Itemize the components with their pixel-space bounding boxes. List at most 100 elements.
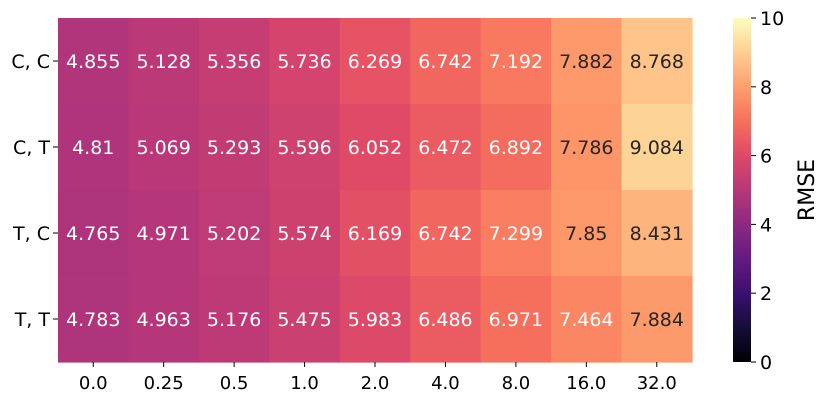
colorbar-tick-label: 10 <box>760 8 784 30</box>
heatmap-cell <box>480 276 552 363</box>
colorbar: 0 2 4 6 8 10 RMSE <box>733 8 820 374</box>
colorbar-ticks: 0 2 4 6 8 10 <box>751 8 784 374</box>
cell-value-label: 5.128 <box>136 51 190 73</box>
cell-value-label: 6.742 <box>418 223 472 245</box>
cell-value-label: 5.176 <box>207 309 261 331</box>
heatmap-cell <box>410 190 482 277</box>
heatmap-cell <box>621 276 693 363</box>
heatmap-cell <box>339 276 411 363</box>
y-tick-label: T, C <box>12 223 50 245</box>
heatmap-cell <box>551 104 623 191</box>
colorbar-tick-label: 2 <box>760 283 772 305</box>
cell-value-label: 7.882 <box>559 51 613 73</box>
cell-value-label: 9.084 <box>630 137 684 159</box>
heatmap-cell <box>198 104 270 191</box>
y-tick-label: T, T <box>14 309 51 331</box>
heatmap-cell <box>128 190 200 277</box>
cell-value-label: 5.069 <box>136 137 190 159</box>
cell-value-label: 5.983 <box>348 309 402 331</box>
cell-value-label: 4.783 <box>66 309 120 331</box>
heatmap-cell <box>198 190 270 277</box>
cell-value-label: 5.356 <box>207 51 261 73</box>
heatmap-cell <box>480 190 552 277</box>
colorbar-label: RMSE <box>795 159 820 221</box>
cell-value-label: 5.574 <box>277 223 331 245</box>
cell-value-label: 7.299 <box>489 223 543 245</box>
colorbar-tick-label: 6 <box>760 146 772 168</box>
heatmap-cell <box>198 18 270 105</box>
cell-value-label: 5.293 <box>207 137 261 159</box>
y-axis-ticks: C, C C, T T, C T, T <box>11 51 58 331</box>
heatmap-cell <box>198 276 270 363</box>
y-tick-label: C, C <box>11 51 50 73</box>
heatmap-cell <box>339 190 411 277</box>
cell-value-label: 4.81 <box>72 137 114 159</box>
x-tick-label: 0.0 <box>79 373 108 394</box>
cell-value-label: 6.169 <box>348 223 402 245</box>
heatmap-cell <box>551 276 623 363</box>
x-tick-label: 8.0 <box>502 373 531 394</box>
heatmap-cell <box>58 18 130 105</box>
heatmap-cell <box>128 104 200 191</box>
heatmap-cell <box>410 18 482 105</box>
heatmap-cell <box>269 190 341 277</box>
heatmap-cell <box>58 276 130 363</box>
heatmap-cell <box>410 104 482 191</box>
colorbar-gradient <box>733 18 751 362</box>
cell-value-labels: 4.855 5.128 5.356 5.736 6.269 6.742 7.192 7.882… <box>66 51 684 331</box>
cell-value-label: 6.486 <box>418 309 472 331</box>
heatmap-cell <box>551 18 623 105</box>
heatmap-cell <box>621 190 693 277</box>
x-tick-label: 2.0 <box>361 373 390 394</box>
heatmap-cell <box>410 276 482 363</box>
cell-value-label: 6.269 <box>348 51 402 73</box>
x-tick-label: 0.5 <box>220 373 249 394</box>
heatmap-cell <box>621 104 693 191</box>
heatmap-cell <box>269 18 341 105</box>
y-tick-label: C, T <box>13 137 50 159</box>
cell-value-label: 5.596 <box>277 137 331 159</box>
cell-value-label: 4.963 <box>136 309 190 331</box>
cell-value-label: 8.768 <box>630 51 684 73</box>
colorbar-tick-label: 8 <box>760 77 772 99</box>
heatmap-cell <box>339 104 411 191</box>
cell-value-label: 4.765 <box>66 223 120 245</box>
x-tick-label: 16.0 <box>566 373 606 394</box>
cell-value-label: 6.971 <box>489 309 543 331</box>
cell-value-label: 5.202 <box>207 223 261 245</box>
x-tick-label: 32.0 <box>637 373 677 394</box>
heatmap-cell <box>480 18 552 105</box>
heatmap-cell <box>128 18 200 105</box>
x-tick-label: 0.25 <box>144 373 184 394</box>
heatmap-cell <box>269 104 341 191</box>
colorbar-tick-label: 0 <box>760 352 772 374</box>
heatmap-cell <box>551 190 623 277</box>
heatmap-cell <box>58 104 130 191</box>
heatmap-cell <box>621 18 693 105</box>
x-tick-label: 4.0 <box>431 373 460 394</box>
cell-value-label: 4.855 <box>66 51 120 73</box>
cell-value-label: 5.736 <box>277 51 331 73</box>
cell-value-label: 6.742 <box>418 51 472 73</box>
cell-value-label: 4.971 <box>136 223 190 245</box>
cell-value-label: 8.431 <box>630 223 684 245</box>
cell-value-label: 6.472 <box>418 137 472 159</box>
cell-value-label: 7.464 <box>559 309 613 331</box>
heatmap-cells <box>58 18 693 363</box>
cell-value-label: 7.192 <box>489 51 543 73</box>
cell-value-label: 6.892 <box>489 137 543 159</box>
heatmap-cell <box>269 276 341 363</box>
heatmap-cell <box>128 276 200 363</box>
heatmap-cell <box>58 190 130 277</box>
heatmap-cell <box>480 104 552 191</box>
heatmap-cell <box>339 18 411 105</box>
cell-value-label: 5.475 <box>277 309 331 331</box>
x-axis-ticks: 0.0 0.25 0.5 1.0 2.0 4.0 8.0 16.0 32.0 <box>79 362 677 394</box>
cell-value-label: 7.85 <box>565 223 607 245</box>
cell-value-label: 7.884 <box>630 309 684 331</box>
colorbar-tick-label: 4 <box>760 214 772 236</box>
x-tick-label: 1.0 <box>290 373 319 394</box>
cell-value-label: 6.052 <box>348 137 402 159</box>
cell-value-label: 7.786 <box>559 137 613 159</box>
